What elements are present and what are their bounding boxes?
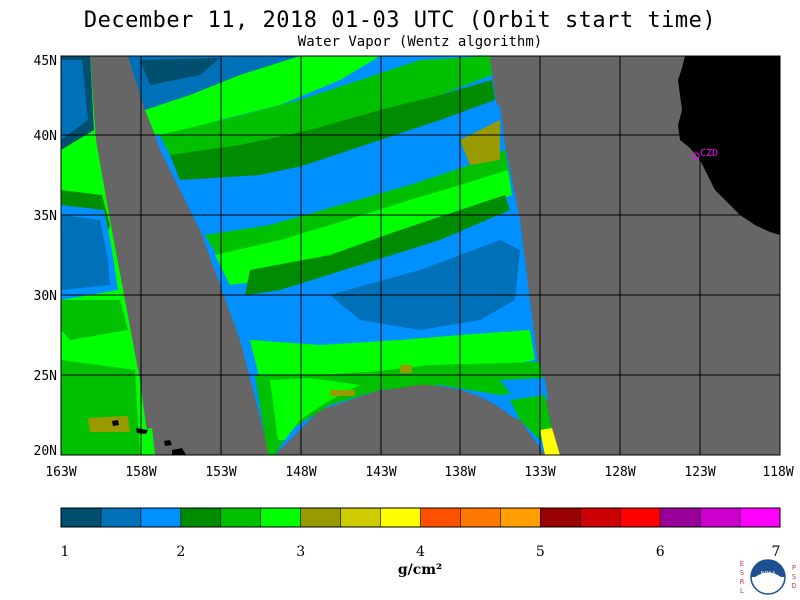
colorbar-tick-label: 3 bbox=[296, 544, 305, 560]
colorbar-swatch bbox=[180, 508, 222, 527]
lon-label-133w: 133W bbox=[524, 465, 555, 480]
chart-title: December 11, 2018 01-03 UTC (Orbit start… bbox=[83, 8, 717, 33]
colorbar-tick-label: 7 bbox=[772, 544, 781, 560]
lon-label-158w: 158W bbox=[125, 465, 156, 480]
lon-label-138w: 138W bbox=[444, 465, 475, 480]
svg-text:L: L bbox=[740, 587, 744, 595]
svg-text:S: S bbox=[740, 569, 745, 577]
colorbar-tick-label: 1 bbox=[61, 544, 70, 560]
lat-label-20n: 20N bbox=[34, 444, 57, 459]
colorbar-swatch bbox=[380, 508, 421, 527]
colorbar-swatch bbox=[220, 508, 262, 527]
lon-label-128w: 128W bbox=[604, 465, 635, 480]
island-maui bbox=[164, 440, 172, 446]
chart-subtitle: Water Vapor (Wentz algorithm) bbox=[297, 34, 543, 50]
colorbar-swatch bbox=[61, 508, 102, 527]
svg-text:S: S bbox=[792, 573, 797, 581]
svg-text:E: E bbox=[740, 560, 744, 568]
svg-text:R: R bbox=[740, 578, 745, 586]
colorbar-tick-label: 4 bbox=[416, 544, 425, 560]
lon-label-123w: 123W bbox=[684, 465, 715, 480]
psd-letters: PSD bbox=[791, 564, 796, 590]
island-molokai bbox=[136, 428, 148, 434]
lon-label-148w: 148W bbox=[285, 465, 316, 480]
lon-label-163w: 163W bbox=[45, 465, 76, 480]
colorbar bbox=[60, 507, 781, 528]
colorbar-tick-label: 5 bbox=[536, 544, 545, 560]
colorbar-unit-label: g/cm² bbox=[397, 562, 443, 578]
station-label: CZD bbox=[700, 148, 718, 159]
lat-label-35n: 35N bbox=[34, 209, 57, 224]
svg-text:D: D bbox=[791, 582, 796, 590]
colorbar-swatch bbox=[420, 508, 461, 527]
colorbar-swatch bbox=[740, 508, 781, 527]
colorbar-tick-label: 2 bbox=[176, 544, 185, 560]
colorbar-swatch bbox=[620, 508, 661, 527]
station-marker bbox=[692, 152, 700, 160]
lat-label-40n: 40N bbox=[34, 129, 57, 144]
lon-label-143w: 143W bbox=[365, 465, 396, 480]
colorbar-swatch bbox=[700, 508, 741, 527]
grid-lines bbox=[61, 56, 780, 455]
colorbar-tick-label: 6 bbox=[656, 544, 665, 560]
lon-label-153w: 153W bbox=[205, 465, 236, 480]
lat-label-30n: 30N bbox=[34, 289, 57, 304]
colorbar-swatch bbox=[260, 508, 302, 527]
island-oahu bbox=[112, 420, 119, 426]
island-big bbox=[172, 448, 186, 455]
svg-text:NOAA: NOAA bbox=[761, 571, 776, 577]
plot-frame bbox=[60, 55, 781, 456]
lat-label-25n: 25N bbox=[34, 369, 57, 384]
land-mass bbox=[678, 56, 780, 235]
svg-text:P: P bbox=[792, 564, 796, 572]
colorbar-swatch bbox=[580, 508, 621, 527]
colorbar-swatch bbox=[500, 508, 541, 527]
colorbar-ticks: 1 2 3 4 5 6 7 bbox=[61, 544, 781, 560]
colorbar-swatch bbox=[540, 508, 581, 527]
colorbar-swatch bbox=[660, 508, 701, 527]
colorbar-swatch bbox=[460, 508, 501, 527]
lon-label-118w: 118W bbox=[762, 465, 793, 480]
colorbar-swatch bbox=[100, 508, 142, 527]
colorbar-swatch bbox=[340, 508, 382, 527]
colorbar-swatch bbox=[300, 508, 342, 527]
lat-label-45n: 45N bbox=[34, 54, 57, 69]
colorbar-swatch bbox=[140, 508, 182, 527]
